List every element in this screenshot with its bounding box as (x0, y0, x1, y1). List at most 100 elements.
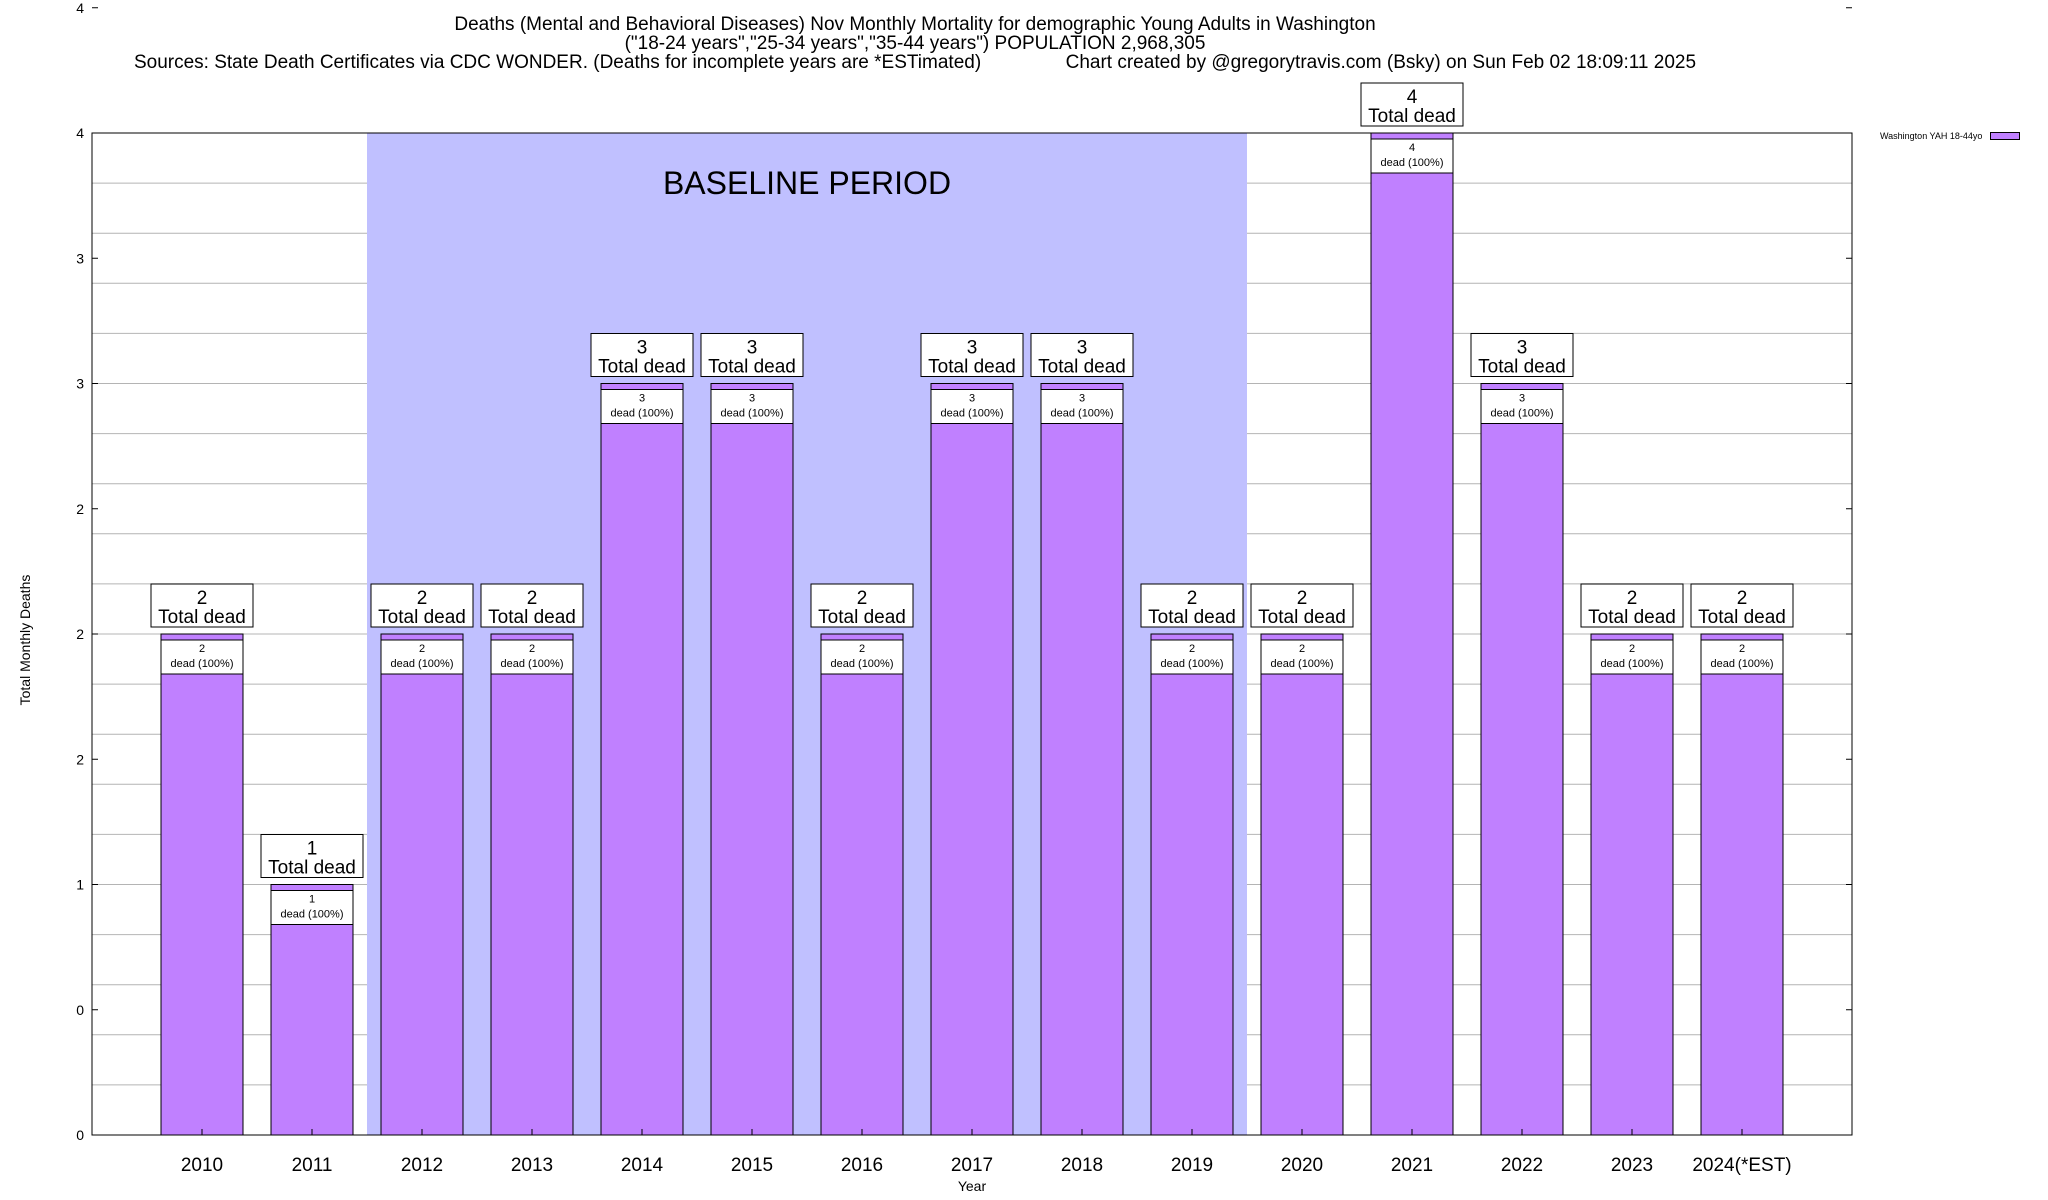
bar-total-label-box (1690, 583, 1794, 628)
bar-total-value: 3 (1517, 338, 1528, 359)
bar-total-label: Total dead (1478, 357, 1566, 378)
bar-total-label-box (590, 333, 694, 377)
bar (710, 383, 794, 1136)
bar-inner-value: 1 (309, 894, 315, 906)
x-axis-label: Year (958, 1178, 987, 1194)
bar-inner-label-box (710, 389, 794, 424)
legend: Washington YAH 18-44yo (1880, 131, 2021, 141)
bar (930, 383, 1014, 1136)
bar-inner-value: 4 (1409, 142, 1415, 154)
chart-title: Deaths (Mental and Behavioral Diseases) … (454, 14, 1376, 35)
x-tick-label: 2021 (1391, 1155, 1433, 1176)
bar (1150, 633, 1234, 1136)
x-tick-label: 2023 (1611, 1155, 1653, 1176)
bar-inner-label: dead (100%) (1491, 408, 1554, 420)
bar-inner-label-box (1700, 639, 1784, 675)
x-tick-label: 2016 (841, 1155, 883, 1176)
y-tick-label: 3 (76, 376, 84, 392)
x-tick-label: 2013 (511, 1155, 553, 1176)
y-tick-label: 4 (76, 0, 84, 16)
bar-total-value: 2 (527, 588, 538, 609)
chart-subtitle: ("18-24 years","25-34 years","35-44 year… (624, 33, 1206, 54)
bar-inner-label-box (820, 639, 904, 675)
bar-inner-value: 2 (199, 643, 205, 655)
bar-total-label-box (1250, 583, 1354, 628)
bar-total-label: Total dead (1258, 607, 1346, 628)
bar-inner-label-box (1150, 639, 1234, 675)
bar-total-label-box (810, 583, 914, 628)
bar-inner-value: 2 (1189, 643, 1195, 655)
bar-inner-label-box (1370, 138, 1454, 174)
x-tick-label: 2020 (1281, 1155, 1323, 1176)
bar (490, 633, 574, 1136)
bar-inner-label-box (1480, 389, 1564, 424)
bar-total-value: 2 (1627, 588, 1638, 609)
bar (600, 383, 684, 1136)
y-tick-label: 4 (76, 125, 84, 141)
bar-total-label: Total dead (1698, 607, 1786, 628)
y-tick-label: 2 (76, 626, 84, 642)
bar-inner-label: dead (100%) (1161, 658, 1224, 670)
bar (1480, 383, 1564, 1136)
bar-total-value: 3 (967, 338, 978, 359)
bar-inner-label: dead (100%) (171, 658, 234, 670)
bar-total-label: Total dead (928, 357, 1016, 378)
y-tick-label: 2 (76, 501, 84, 517)
bar-total-value: 2 (857, 588, 868, 609)
bar-inner-value: 3 (749, 393, 755, 405)
bar (1700, 633, 1784, 1136)
bar-inner-label-box (270, 890, 354, 925)
bar-inner-label: dead (100%) (721, 408, 784, 420)
bar-total-value: 3 (637, 338, 648, 359)
bar (160, 633, 244, 1136)
bar-inner-label: dead (100%) (391, 658, 454, 670)
bar-inner-label: dead (100%) (831, 658, 894, 670)
bar-inner-label: dead (100%) (1381, 157, 1444, 169)
x-tick-label: 2018 (1061, 1155, 1103, 1176)
bar-total-value: 2 (197, 588, 208, 609)
bar-inner-value: 2 (419, 643, 425, 655)
x-tick-label: 2015 (731, 1155, 773, 1176)
y-tick-label: 0 (76, 1127, 84, 1143)
bar-total-value: 2 (1737, 588, 1748, 609)
bar-total-label-box (1030, 333, 1134, 377)
x-tick-label: 2019 (1171, 1155, 1213, 1176)
bar-total-label: Total dead (708, 357, 796, 378)
bar-inner-value: 2 (1299, 643, 1305, 655)
bar-inner-label-box (930, 389, 1014, 424)
bar-total-label: Total dead (158, 607, 246, 628)
bar-inner-label-box (600, 389, 684, 424)
bar-total-value: 2 (417, 588, 428, 609)
x-tick-label: 2017 (951, 1155, 993, 1176)
axis-ticks: 0 0 1 2 2 2 3 3 4 4 2010 2011 2012 2013 2014 2015 2016 20… (76, 0, 1852, 1176)
bar-total-label: Total dead (818, 607, 906, 628)
y-tick-label: 1 (76, 877, 84, 893)
bar-inner-value: 2 (529, 643, 535, 655)
bar (1260, 633, 1344, 1136)
bar-inner-label-box (160, 639, 244, 675)
bar-total-label: Total dead (1368, 106, 1456, 127)
chart-source-line: Sources: State Death Certificates via CD… (133, 52, 1697, 73)
bar-total-label: Total dead (1588, 607, 1676, 628)
bar-inner-label: dead (100%) (501, 658, 564, 670)
x-tick-label: 2011 (292, 1155, 333, 1176)
bar-total-label-box (920, 333, 1024, 377)
plot-frame (91, 132, 1853, 1136)
x-tick-label: 2024(*EST) (1692, 1155, 1791, 1176)
bar-total-value: 3 (747, 338, 758, 359)
bar-inner-label: dead (100%) (1601, 658, 1664, 670)
bar-total-label: Total dead (378, 607, 466, 628)
bar-inner-label: dead (100%) (281, 909, 344, 921)
x-tick-label: 2010 (181, 1155, 223, 1176)
bar-inner-label-box (490, 639, 574, 675)
bar-inner-value: 3 (1519, 393, 1525, 405)
bar-inner-value: 3 (639, 393, 645, 405)
bar-inner-value: 2 (1629, 643, 1635, 655)
bar (820, 633, 904, 1136)
bar (1370, 132, 1454, 1136)
bar-inner-label: dead (100%) (1051, 408, 1114, 420)
bar-inner-label: dead (100%) (1271, 658, 1334, 670)
bar-inner-value: 2 (859, 643, 865, 655)
bar-total-label: Total dead (1148, 607, 1236, 628)
